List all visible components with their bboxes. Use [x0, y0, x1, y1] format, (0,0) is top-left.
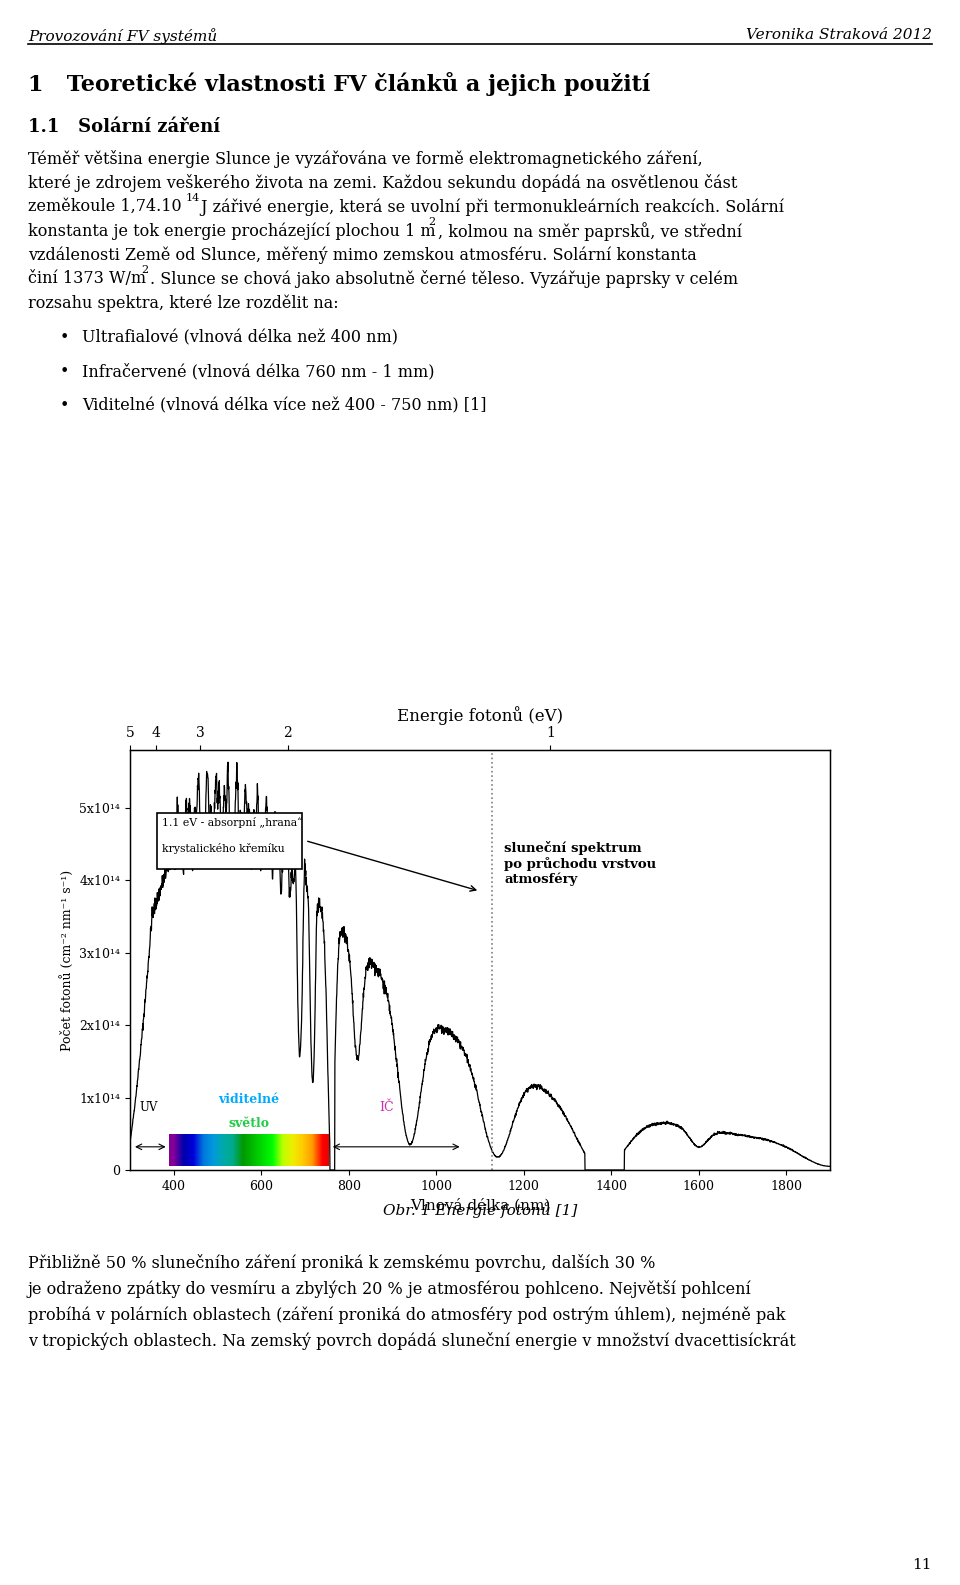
Text: Téměř většina energie Slunce je vyzářována ve formě elektromagnetického záření,: Téměř většina energie Slunce je vyzářová… [28, 151, 703, 168]
Text: , kolmou na směr paprsků, ve střední: , kolmou na směr paprsků, ve střední [438, 222, 742, 241]
Text: Obr. 1 Energie fotonů [1]: Obr. 1 Energie fotonů [1] [383, 1201, 577, 1217]
Text: probíhá v polárních oblastech (záření proniká do atmosféry pod ostrým úhlem), ne: probíhá v polárních oblastech (záření pr… [28, 1306, 785, 1323]
Text: •: • [60, 363, 69, 380]
Text: 11: 11 [913, 1558, 932, 1572]
Text: konstanta je tok energie procházející plochou 1 m: konstanta je tok energie procházející pl… [28, 222, 436, 239]
Text: viditelné: viditelné [219, 1094, 279, 1106]
Text: •: • [60, 396, 69, 414]
Text: UV: UV [139, 1100, 157, 1114]
X-axis label: Vlnová délka (nm): Vlnová délka (nm) [410, 1198, 550, 1213]
Text: IČ: IČ [379, 1100, 394, 1114]
Text: 2: 2 [141, 265, 148, 276]
Text: Viditelné (vlnová délka více než 400 - 750 nm) [1]: Viditelné (vlnová délka více než 400 - 7… [82, 396, 487, 414]
Text: 1   Teoretické vlastnosti FV článků a jejich použití: 1 Teoretické vlastnosti FV článků a jeji… [28, 71, 650, 97]
Text: které je zdrojem veškerého života na zemi. Každou sekundu dopádá na osvětlenou č: které je zdrojem veškerého života na zem… [28, 174, 737, 192]
Text: J zářivé energie, která se uvolní při termonukleárních reakcích. Solární: J zářivé energie, která se uvolní při te… [196, 198, 784, 216]
Text: Veronika Straková 2012: Veronika Straková 2012 [746, 29, 932, 41]
Text: sluneční spektrum
po průchodu vrstvou
atmosféry: sluneční spektrum po průchodu vrstvou at… [504, 840, 657, 886]
Text: je odraženo zpátky do vesmíru a zbylých 20 % je atmosférou pohlceno. Největší po: je odraženo zpátky do vesmíru a zbylých … [28, 1281, 752, 1298]
Text: 1.1   Solární záření: 1.1 Solární záření [28, 117, 220, 136]
Text: zeměkoule 1,74.10: zeměkoule 1,74.10 [28, 198, 181, 216]
Text: 1.1 eV - absorpní „hrana“: 1.1 eV - absorpní „hrana“ [161, 818, 302, 829]
FancyBboxPatch shape [157, 813, 301, 870]
Y-axis label: Počet fotonů (cm⁻² nm⁻¹ s⁻¹): Počet fotonů (cm⁻² nm⁻¹ s⁻¹) [60, 870, 74, 1051]
X-axis label: Energie fotonů (eV): Energie fotonů (eV) [396, 705, 564, 724]
Text: Provozování FV systémů: Provozování FV systémů [28, 29, 217, 44]
Text: činí 1373 W/m: činí 1373 W/m [28, 269, 146, 287]
Text: 14: 14 [186, 193, 201, 203]
Text: Ultrafialové (vlnová délka než 400 nm): Ultrafialové (vlnová délka než 400 nm) [82, 330, 398, 346]
Text: 2: 2 [428, 217, 435, 227]
Text: . Slunce se chová jako absolutně černé těleso. Vyzářuje paprsky v celém: . Slunce se chová jako absolutně černé t… [150, 269, 738, 288]
Text: světlo: světlo [228, 1116, 270, 1130]
Text: Infračervené (vlnová délka 760 nm - 1 mm): Infračervené (vlnová délka 760 nm - 1 mm… [82, 363, 435, 380]
Text: Přibližně 50 % slunečního záření proniká k zemskému povrchu, dalších 30 %: Přibližně 50 % slunečního záření proniká… [28, 1254, 656, 1273]
Text: vzdálenosti Země od Slunce, měřený mimo zemskou atmosféru. Solární konstanta: vzdálenosti Země od Slunce, měřený mimo … [28, 246, 697, 263]
Text: rozsahu spektra, které lze rozdělit na:: rozsahu spektra, které lze rozdělit na: [28, 293, 339, 312]
Text: •: • [60, 330, 69, 346]
Text: krystalického křemíku: krystalického křemíku [161, 843, 284, 854]
Text: v tropických oblastech. Na zemský povrch dopádá sluneční energie v množství dvac: v tropických oblastech. Na zemský povrch… [28, 1331, 796, 1350]
